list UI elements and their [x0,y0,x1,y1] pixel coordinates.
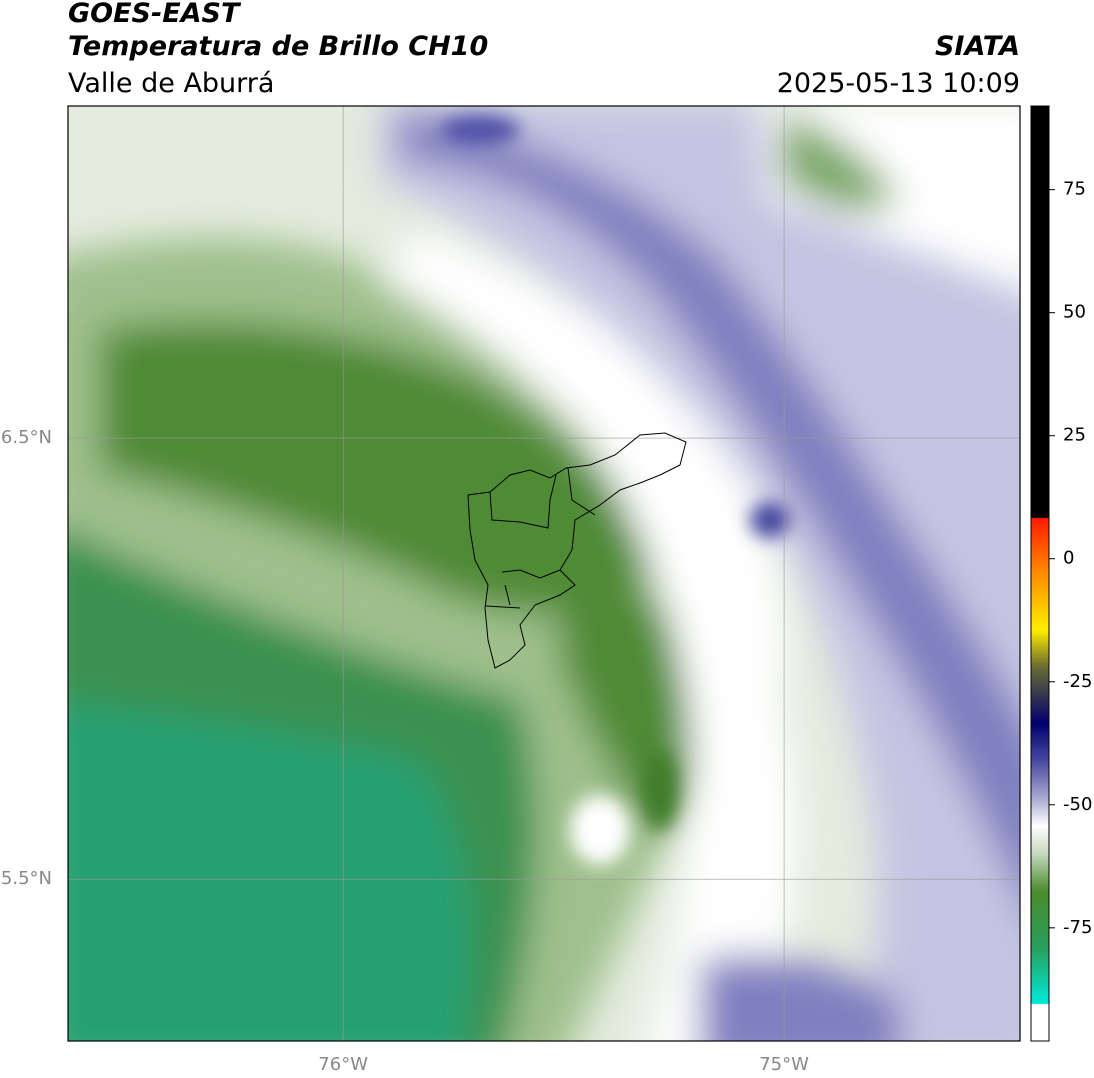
field [68,106,1020,1041]
colorbar-tick-label: -75 [1063,917,1092,938]
y-tick-label: 6.5°N [1,427,52,448]
region: Valle de Aburrá [68,68,274,99]
y-tick-label: 5.5°N [1,868,52,889]
title: GOES-EAST [68,0,242,29]
colorbar-tick-label: 0 [1063,548,1074,569]
colorbar-tick-label: -50 [1063,794,1092,815]
colorbar-tick-label: 75 [1063,179,1086,200]
colorbar-tick-label: -25 [1063,671,1092,692]
colorbar-tick-label: 50 [1063,302,1086,323]
graticule [68,106,1020,1041]
x-tick-label: 76°W [318,1054,368,1075]
subtitle: Temperatura de Brillo CH10 [68,31,488,62]
municipal-boundaries [467,432,687,669]
colorbar-ticks: 75 50 25 0 -25 -50 -75 [1049,179,1092,938]
colorbar [1030,105,1050,1042]
x-tick-label: 75°W [759,1054,809,1075]
timestamp: 2025-05-13 10:09 [777,68,1020,99]
source: SIATA [935,31,1020,62]
colorbar-tick-label: 25 [1063,425,1086,446]
map-frame [67,105,1021,1042]
